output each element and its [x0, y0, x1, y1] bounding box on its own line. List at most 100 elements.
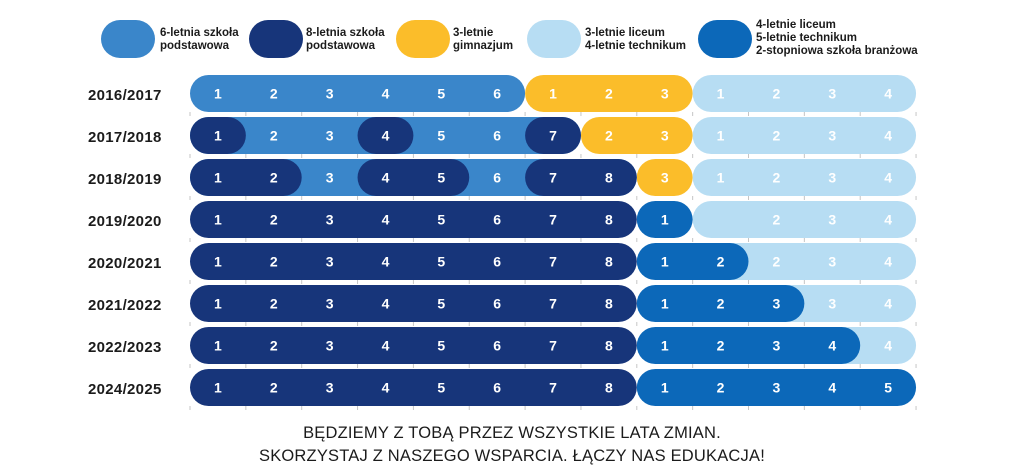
year-number-label: 5 [437, 212, 445, 228]
year-number-label: 2 [717, 254, 725, 270]
year-number-label: 5 [437, 128, 445, 144]
timeline-row: 2 3 5 6 1 4 2 3 7 1 2 3 4 [189, 117, 917, 158]
year-number-label: 7 [549, 296, 557, 312]
year-number-label: 3 [828, 212, 836, 228]
legend-text-line: podstawowa [160, 40, 230, 52]
segment-highschool-old [692, 117, 917, 154]
year-number-label: 3 [326, 338, 334, 354]
year-number-label: 3 [661, 128, 669, 144]
year-number-label: 1 [717, 128, 725, 144]
year-number-label: 3 [828, 128, 836, 144]
year-label: 2022/2023 [88, 339, 162, 356]
timeline-row: 3 4 1 2 3 4 5 6 7 8 1 2 3 [189, 285, 917, 326]
year-number-label: 1 [661, 296, 669, 312]
segment-highschool-old [692, 159, 917, 196]
year-number-label: 5 [884, 380, 892, 396]
footer-line-1: BĘDZIEMY Z TOBĄ PRZEZ WSZYSTKIE LATA ZMI… [303, 424, 721, 442]
year-number-label: 1 [549, 86, 557, 102]
year-number-label: 1 [214, 128, 222, 144]
year-number-label: 6 [493, 380, 501, 396]
year-number-label: 5 [437, 254, 445, 270]
segment-highschool-new [636, 285, 805, 322]
year-number-label: 8 [605, 296, 613, 312]
segment-primary8 [190, 201, 637, 238]
segment-primary8 [190, 285, 637, 322]
year-number-label: 6 [493, 296, 501, 312]
segment-primary8 [357, 117, 414, 154]
year-number-label: 1 [214, 86, 222, 102]
year-number-label: 4 [382, 212, 390, 228]
year-number-label: 2 [270, 170, 278, 186]
year-number-label: 1 [661, 380, 669, 396]
year-number-label: 5 [437, 296, 445, 312]
year-label: 2024/2025 [88, 381, 162, 398]
timeline-row: 2 3 4 1 2 3 4 5 6 7 8 1 [189, 201, 917, 242]
year-number-label: 6 [493, 170, 501, 186]
timeline-row: 1 2 3 4 5 6 7 8 1 2 3 4 5 [189, 369, 917, 410]
year-number-label: 4 [382, 128, 390, 144]
year-label: 2020/2021 [88, 255, 162, 272]
timeline-row: 2 3 4 1 2 3 4 5 6 7 8 1 2 [189, 243, 917, 284]
year-number-label: 7 [549, 338, 557, 354]
year-number-label: 1 [661, 212, 669, 228]
year-number-label: 6 [493, 212, 501, 228]
year-number-label: 8 [605, 254, 613, 270]
legend-label-gimnazjum: 3-letnie gimnazjum [453, 27, 513, 53]
year-number-label: 3 [828, 254, 836, 270]
year-number-label: 1 [214, 338, 222, 354]
year-number-label: 5 [437, 338, 445, 354]
footer-line-2: SKORZYSTAJ Z NASZEGO WSPARCIA. ŁĄCZY NAS… [258, 447, 765, 465]
year-number-label: 1 [661, 338, 669, 354]
legend-text-line: 5-letnie technikum [756, 32, 857, 44]
legend-text-line: 3-letnie [453, 27, 494, 39]
year-number-label: 8 [605, 212, 613, 228]
year-number-label: 2 [270, 338, 278, 354]
year-number-label: 7 [549, 128, 557, 144]
segment-highschool-old [692, 75, 917, 112]
year-number-label: 3 [661, 170, 669, 186]
timeline-row: 1 2 3 4 5 6 1 2 3 1 2 3 4 [189, 75, 917, 116]
year-number-label: 7 [549, 254, 557, 270]
year-number-label: 2 [773, 128, 781, 144]
year-number-label: 4 [382, 86, 390, 102]
segment-primary8 [190, 243, 637, 280]
year-number-label: 4 [884, 296, 892, 312]
year-number-label: 4 [382, 380, 390, 396]
year-number-label: 3 [326, 128, 334, 144]
segment-highschool-new [636, 201, 693, 238]
year-label: 2018/2019 [88, 171, 162, 188]
segment-gimnazjum [636, 159, 693, 196]
year-number-label: 3 [326, 296, 334, 312]
year-number-label: 2 [773, 254, 781, 270]
legend-text-line: 4-letnie technikum [585, 40, 686, 52]
year-number-label: 3 [773, 296, 781, 312]
legend-label-highschool-old: 3-letnie liceum 4-letnie technikum [585, 27, 686, 53]
year-number-label: 2 [270, 212, 278, 228]
legend-text-line: 2-stopniowa szkoła branżowa [756, 45, 918, 57]
year-number-label: 7 [549, 212, 557, 228]
segment-primary8 [357, 159, 470, 196]
year-number-label: 4 [884, 338, 892, 354]
year-number-label: 2 [773, 86, 781, 102]
year-number-label: 4 [884, 170, 892, 186]
year-number-label: 5 [437, 86, 445, 102]
segment-primary6 [190, 75, 526, 112]
year-number-label: 3 [326, 170, 334, 186]
segment-primary8 [190, 369, 637, 406]
year-number-label: 4 [828, 380, 836, 396]
year-label: 2016/2017 [88, 87, 162, 104]
legend-swatch-gimnazjum [396, 20, 450, 58]
year-number-label: 1 [661, 254, 669, 270]
year-number-label: 5 [437, 380, 445, 396]
segment-highschool-new [636, 243, 749, 280]
year-number-label: 3 [828, 296, 836, 312]
year-number-label: 2 [270, 254, 278, 270]
year-label: 2017/2018 [88, 129, 162, 146]
year-number-label: 8 [605, 170, 613, 186]
year-number-label: 2 [270, 128, 278, 144]
segment-highschool-new [636, 369, 917, 406]
year-number-label: 3 [326, 254, 334, 270]
year-number-label: 4 [884, 254, 892, 270]
segment-gimnazjum [580, 117, 693, 154]
